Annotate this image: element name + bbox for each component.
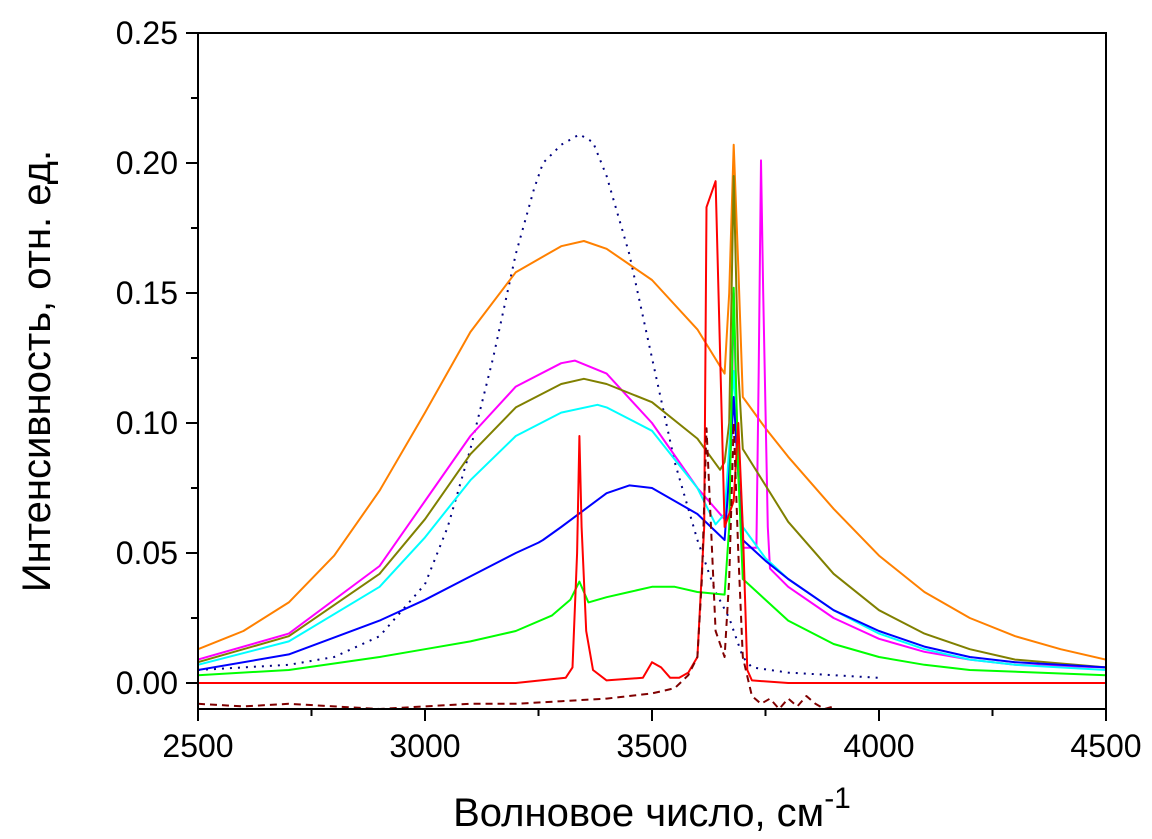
series-line-1 bbox=[198, 133, 880, 679]
y-axis-title: Интенсивность, отн. ед. bbox=[15, 150, 59, 592]
series-line-5 bbox=[198, 370, 1106, 671]
x-tick-label-4000: 4000 bbox=[843, 728, 914, 764]
x-tick-label-3500: 3500 bbox=[616, 728, 687, 764]
series-line-6 bbox=[198, 396, 1106, 671]
series-line-9 bbox=[198, 422, 834, 709]
y-tick-label-5: 0.25 bbox=[116, 15, 178, 51]
x-tick-label-4500: 4500 bbox=[1070, 728, 1141, 764]
series-line-3 bbox=[198, 159, 1106, 669]
x-tick-label-3000: 3000 bbox=[389, 728, 460, 764]
y-tick-label-3: 0.15 bbox=[116, 275, 178, 311]
y-tick-label-4: 0.20 bbox=[116, 145, 178, 181]
plot-frame bbox=[197, 32, 1107, 710]
y-tick-label-1: 0.05 bbox=[116, 535, 178, 571]
series-layer bbox=[198, 133, 1106, 709]
y-tick-label-2: 0.10 bbox=[116, 405, 178, 441]
axes-layer: 2500 3000 3500 4000 4500 0.00 0.05 0.10 0.15 0.20… bbox=[116, 15, 1142, 764]
x-axis-title: Волновое число, см-1 bbox=[453, 782, 851, 835]
series-line-8 bbox=[198, 180, 1106, 684]
x-tick-label-2500: 2500 bbox=[162, 728, 233, 764]
y-tick-label-0: 0.00 bbox=[116, 665, 178, 701]
series-line-7 bbox=[198, 286, 1106, 677]
series-line-2 bbox=[198, 143, 1106, 661]
